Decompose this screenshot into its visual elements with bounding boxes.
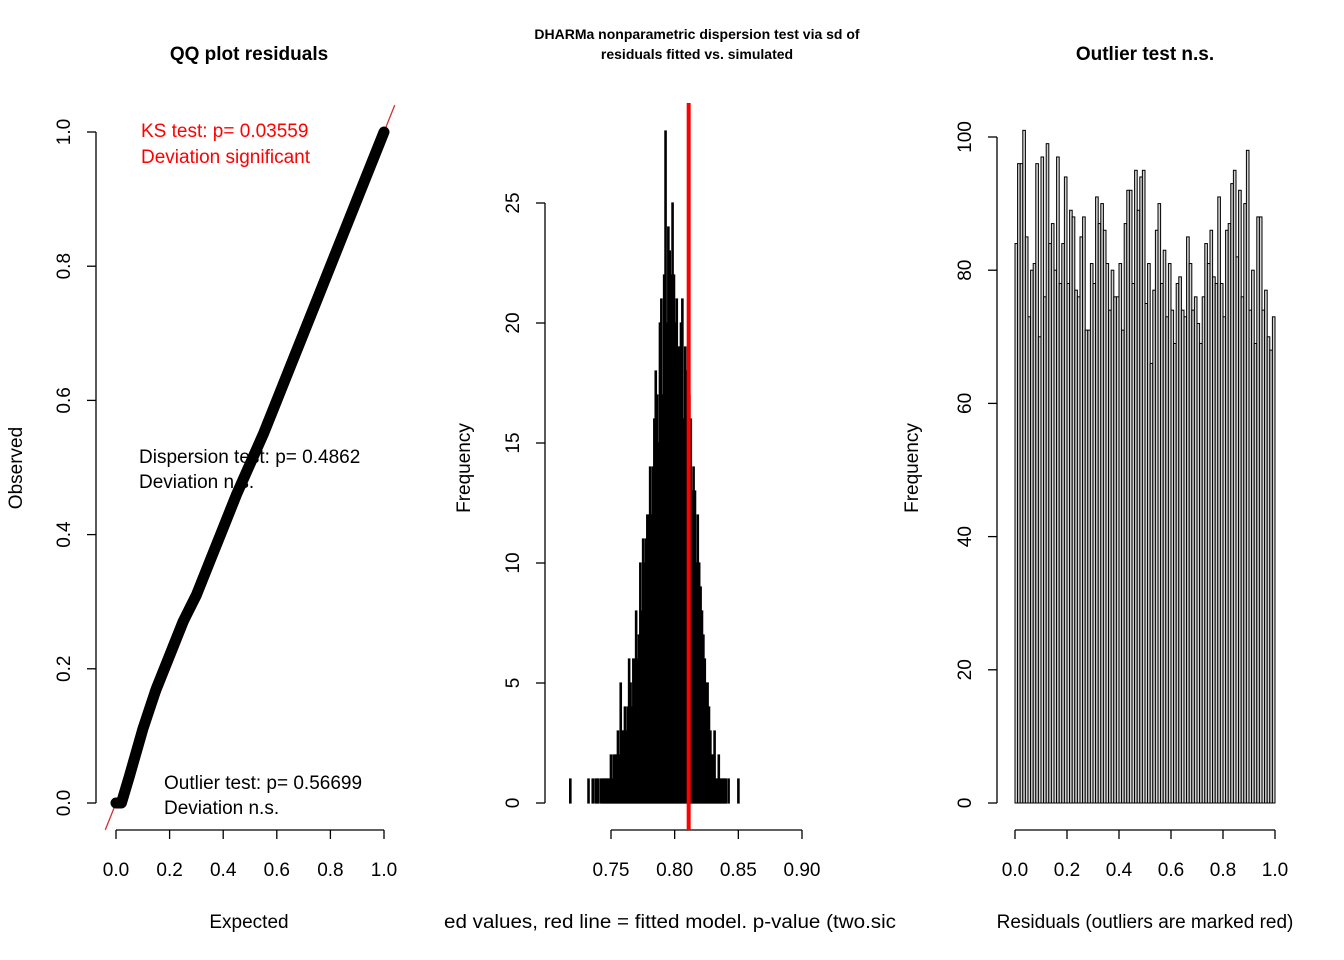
ks-deviation-text: Deviation significant: [141, 147, 311, 168]
qq-points: [110, 126, 390, 809]
qq-panel: QQ plot residuals 0.0 0.2 0.4 0.6 0.8 1.0 0.0…: [6, 44, 397, 933]
outlier-deviation-text: Deviation n.s.: [164, 798, 279, 819]
dispersion-y-ticks: 0 5 10 15 20 25: [503, 192, 545, 808]
x-tick-label: 0.85: [720, 860, 757, 881]
histogram-bar: [724, 778, 728, 804]
histogram-bar: [713, 730, 716, 804]
x-tick-label: 0.2: [1054, 860, 1080, 881]
outlier-panel: Outlier test n.s. 0.0 0.2 0.4 0.6 0.8 1.0 0 20…: [902, 44, 1293, 933]
y-tick-label: 0.0: [54, 790, 75, 816]
histogram-bar: [587, 778, 590, 804]
outlier-title: Outlier test n.s.: [1076, 44, 1214, 65]
y-tick-label: 0.4: [54, 521, 75, 548]
qq-title: QQ plot residuals: [170, 44, 328, 65]
x-tick-label: 0.2: [156, 860, 182, 881]
y-tick-label: 100: [955, 121, 976, 153]
dispersion-x-label: ed values, red line = fitted model. p-va…: [444, 912, 896, 933]
x-tick-label: 0.0: [1002, 860, 1028, 881]
qq-y-ticks: 0.0 0.2 0.4 0.6 0.8 1.0: [54, 119, 96, 816]
y-tick-label: 20: [955, 659, 976, 680]
ks-test-text: KS test: p= 0.03559: [141, 121, 308, 142]
histogram-bar: [727, 778, 730, 804]
outlier-y-label: Frequency: [902, 423, 923, 513]
y-tick-label: 15: [503, 432, 524, 453]
y-tick-label: 0: [955, 798, 976, 809]
y-tick-label: 40: [955, 526, 976, 547]
outlier-histogram-bars: [1014, 129, 1276, 804]
dispersion-y-label: Frequency: [454, 423, 475, 513]
dispersion-x-ticks: 0.75 0.80 0.85 0.90: [593, 830, 821, 881]
qq-x-label: Expected: [209, 912, 288, 933]
y-tick-label: 80: [955, 260, 976, 281]
dispersion-deviation-text: Deviation n.s.: [139, 472, 254, 493]
histogram-bar: [597, 778, 600, 804]
x-tick-label: 0.6: [1158, 860, 1184, 881]
y-tick-label: 0.6: [54, 387, 75, 413]
dispersion-histogram-bars: [569, 130, 740, 804]
x-tick-label: 0.4: [1106, 860, 1133, 881]
histogram-bar: [1271, 316, 1276, 804]
qq-x-ticks: 0.0 0.2 0.4 0.6 0.8 1.0: [103, 830, 397, 881]
x-tick-label: 0.6: [264, 860, 290, 881]
y-tick-label: 20: [503, 312, 524, 333]
histogram-bar: [737, 778, 740, 804]
dispersion-test-text: Dispersion test: p= 0.4862: [139, 447, 360, 468]
histogram-bar: [591, 778, 595, 804]
y-tick-label: 25: [503, 192, 524, 213]
outlier-x-label: Residuals (outliers are marked red): [997, 912, 1294, 933]
x-tick-label: 1.0: [1262, 860, 1288, 881]
y-tick-label: 0.2: [54, 656, 75, 682]
y-tick-label: 10: [503, 552, 524, 573]
outlier-x-ticks: 0.0 0.2 0.4 0.6 0.8 1.0: [1002, 830, 1288, 881]
dispersion-title-line2: residuals fitted vs. simulated: [601, 46, 793, 62]
outlier-test-text: Outlier test: p= 0.56699: [164, 773, 362, 794]
y-tick-label: 1.0: [54, 119, 75, 145]
x-tick-label: 0.90: [784, 860, 821, 881]
y-tick-label: 0.8: [54, 253, 75, 279]
y-tick-label: 60: [955, 393, 976, 414]
x-tick-label: 0.0: [103, 860, 129, 881]
dispersion-title-line1: DHARMa nonparametric dispersion test via…: [534, 26, 860, 42]
qq-point-band: [110, 126, 390, 809]
x-tick-label: 0.4: [210, 860, 237, 881]
histogram-bar: [569, 778, 572, 804]
y-tick-label: 5: [503, 678, 524, 689]
x-tick-label: 0.8: [1210, 860, 1236, 881]
x-tick-label: 0.75: [593, 860, 630, 881]
dispersion-panel: DHARMa nonparametric dispersion test via…: [444, 26, 896, 933]
y-tick-label: 0: [503, 798, 524, 809]
x-tick-label: 0.8: [317, 860, 343, 881]
qq-y-label: Observed: [6, 427, 27, 509]
x-tick-label: 0.80: [656, 860, 693, 881]
x-tick-label: 1.0: [371, 860, 397, 881]
outlier-y-ticks: 0 20 40 60 80 100: [955, 121, 997, 808]
